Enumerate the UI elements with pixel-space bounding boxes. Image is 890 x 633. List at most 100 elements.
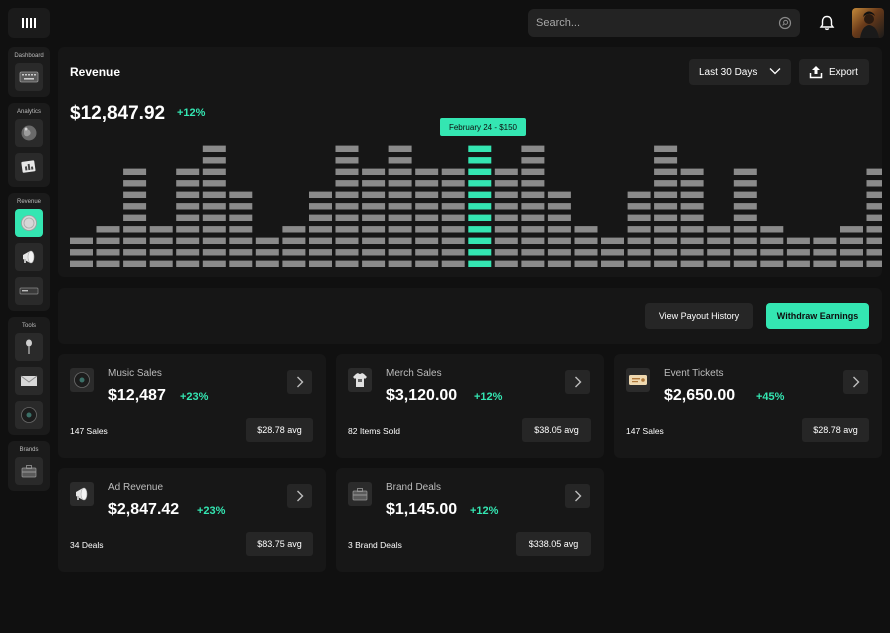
chart-bar[interactable]: [468, 145, 492, 267]
bar-segment: [202, 214, 226, 221]
chart-bar[interactable]: [840, 226, 863, 267]
chart-bar[interactable]: [229, 191, 253, 267]
card-average: $28.78 avg: [246, 418, 313, 442]
export-button[interactable]: Export: [799, 59, 869, 85]
chart-bar[interactable]: [574, 226, 598, 267]
bar-segment: [123, 191, 147, 198]
bar-segment: [760, 260, 784, 267]
chart-bar[interactable]: [362, 168, 386, 267]
bar-segment: [441, 191, 465, 198]
bar-segment: [388, 226, 412, 233]
card-change: +23%: [197, 505, 226, 517]
bar-segment: [96, 260, 120, 267]
chart-bar[interactable]: [866, 168, 883, 267]
briefcase-icon: [21, 465, 37, 478]
date-range-dropdown[interactable]: Last 30 Days: [689, 59, 791, 85]
revenue-card-ads[interactable]: Ad Revenue $2,847.42 +23% 34 Deals $83.7…: [58, 468, 326, 572]
bar-segment: [335, 157, 359, 164]
bell-icon[interactable]: [818, 14, 836, 32]
chart-bar[interactable]: [760, 226, 784, 267]
chart-bar[interactable]: [654, 145, 678, 267]
bar-segment: [415, 226, 439, 233]
card-open-button[interactable]: [565, 370, 590, 394]
chart-bar[interactable]: [627, 191, 651, 267]
bar-segment: [176, 191, 200, 198]
bar-segment: [574, 249, 598, 256]
search-icon[interactable]: [778, 16, 792, 30]
bar-segment: [866, 226, 882, 233]
revenue-card-brands[interactable]: Brand Deals $1,145.00 +12% 3 Brand Deals…: [336, 468, 604, 572]
chart-bar[interactable]: [96, 226, 120, 267]
chart-bar[interactable]: [707, 226, 731, 267]
chart-bar[interactable]: [441, 168, 465, 267]
chart-card-icon: [21, 160, 36, 173]
bar-segment: [813, 237, 837, 244]
card-open-button[interactable]: [843, 370, 868, 394]
revenue-card-music[interactable]: Music Sales $12,487 +23% 147 Sales $28.7…: [58, 354, 326, 458]
sidebar-item-chart[interactable]: [15, 153, 43, 181]
bar-segment: [362, 191, 386, 198]
sidebar-item-mail[interactable]: [15, 367, 43, 395]
bar-segment: [149, 237, 173, 244]
revenue-card-merch[interactable]: Merch Sales $3,120.00 +12% 82 Items Sold…: [336, 354, 604, 458]
chart-bar[interactable]: [494, 168, 518, 267]
sidebar-item-brands[interactable]: [15, 457, 43, 485]
bar-segment: [202, 237, 226, 244]
view-payout-history-button[interactable]: View Payout History: [645, 303, 753, 329]
sidebar-group-label: Analytics: [16, 109, 41, 115]
card-amount: $12,487: [108, 387, 166, 404]
chart-bar[interactable]: [149, 226, 173, 267]
chart-bar[interactable]: [813, 237, 837, 267]
avatar[interactable]: [852, 8, 884, 38]
chart-bar[interactable]: [123, 168, 147, 267]
bar-segment: [176, 214, 200, 221]
bar-segment: [362, 203, 386, 210]
chart-bar[interactable]: [786, 237, 810, 267]
bar-segment: [176, 226, 200, 233]
card-open-button[interactable]: [287, 484, 312, 508]
chart-bar[interactable]: [733, 168, 757, 267]
bar-segment: [654, 226, 678, 233]
search-input[interactable]: [536, 17, 778, 29]
bar-segment: [733, 249, 757, 256]
avatar-image: [860, 11, 879, 38]
withdraw-earnings-button[interactable]: Withdraw Earnings: [766, 303, 869, 329]
chart-bar[interactable]: [415, 168, 439, 267]
sidebar-item-ads[interactable]: [15, 243, 43, 271]
card-count: 3 Brand Deals: [348, 540, 402, 550]
bar-segment: [547, 237, 571, 244]
chart-bar[interactable]: [202, 145, 226, 267]
bar-segment: [335, 145, 359, 152]
chart-bar[interactable]: [255, 237, 279, 267]
bar-segment: [309, 237, 332, 244]
chart-bar[interactable]: [521, 145, 545, 267]
chart-bar[interactable]: [282, 226, 306, 267]
chart-bar[interactable]: [388, 145, 412, 267]
bar-segment: [96, 237, 120, 244]
chart-bar[interactable]: [680, 168, 704, 267]
card-open-button[interactable]: [287, 370, 312, 394]
keyboard-icon: [19, 71, 39, 83]
sidebar-item-microphone[interactable]: [15, 333, 43, 361]
search-bar[interactable]: [528, 9, 800, 37]
revenue-card-tickets[interactable]: Event Tickets $2,650.00 +45% 147 Sales $…: [614, 354, 882, 458]
app-logo[interactable]: [8, 8, 50, 38]
chart-bar[interactable]: [547, 191, 571, 267]
sidebar-item-dashboard[interactable]: [15, 63, 43, 91]
chart-bar[interactable]: [176, 168, 200, 267]
bar-segment: [760, 226, 784, 233]
chart-bar[interactable]: [335, 145, 359, 267]
chart-bar[interactable]: [309, 191, 332, 267]
card-name: Brand Deals: [386, 482, 442, 493]
bar-segment: [388, 168, 412, 175]
sidebar-item-globe[interactable]: [15, 119, 43, 147]
bar-segment: [282, 237, 306, 244]
sidebar-item-wallet[interactable]: [15, 277, 43, 305]
bar-segment: [388, 249, 412, 256]
chart-bar[interactable]: [601, 237, 624, 267]
sidebar-item-vinyl[interactable]: [15, 401, 43, 429]
bar-segment: [680, 249, 704, 256]
card-open-button[interactable]: [565, 484, 590, 508]
sidebar-item-revenue[interactable]: [15, 209, 43, 237]
chart-bar[interactable]: [70, 237, 93, 267]
